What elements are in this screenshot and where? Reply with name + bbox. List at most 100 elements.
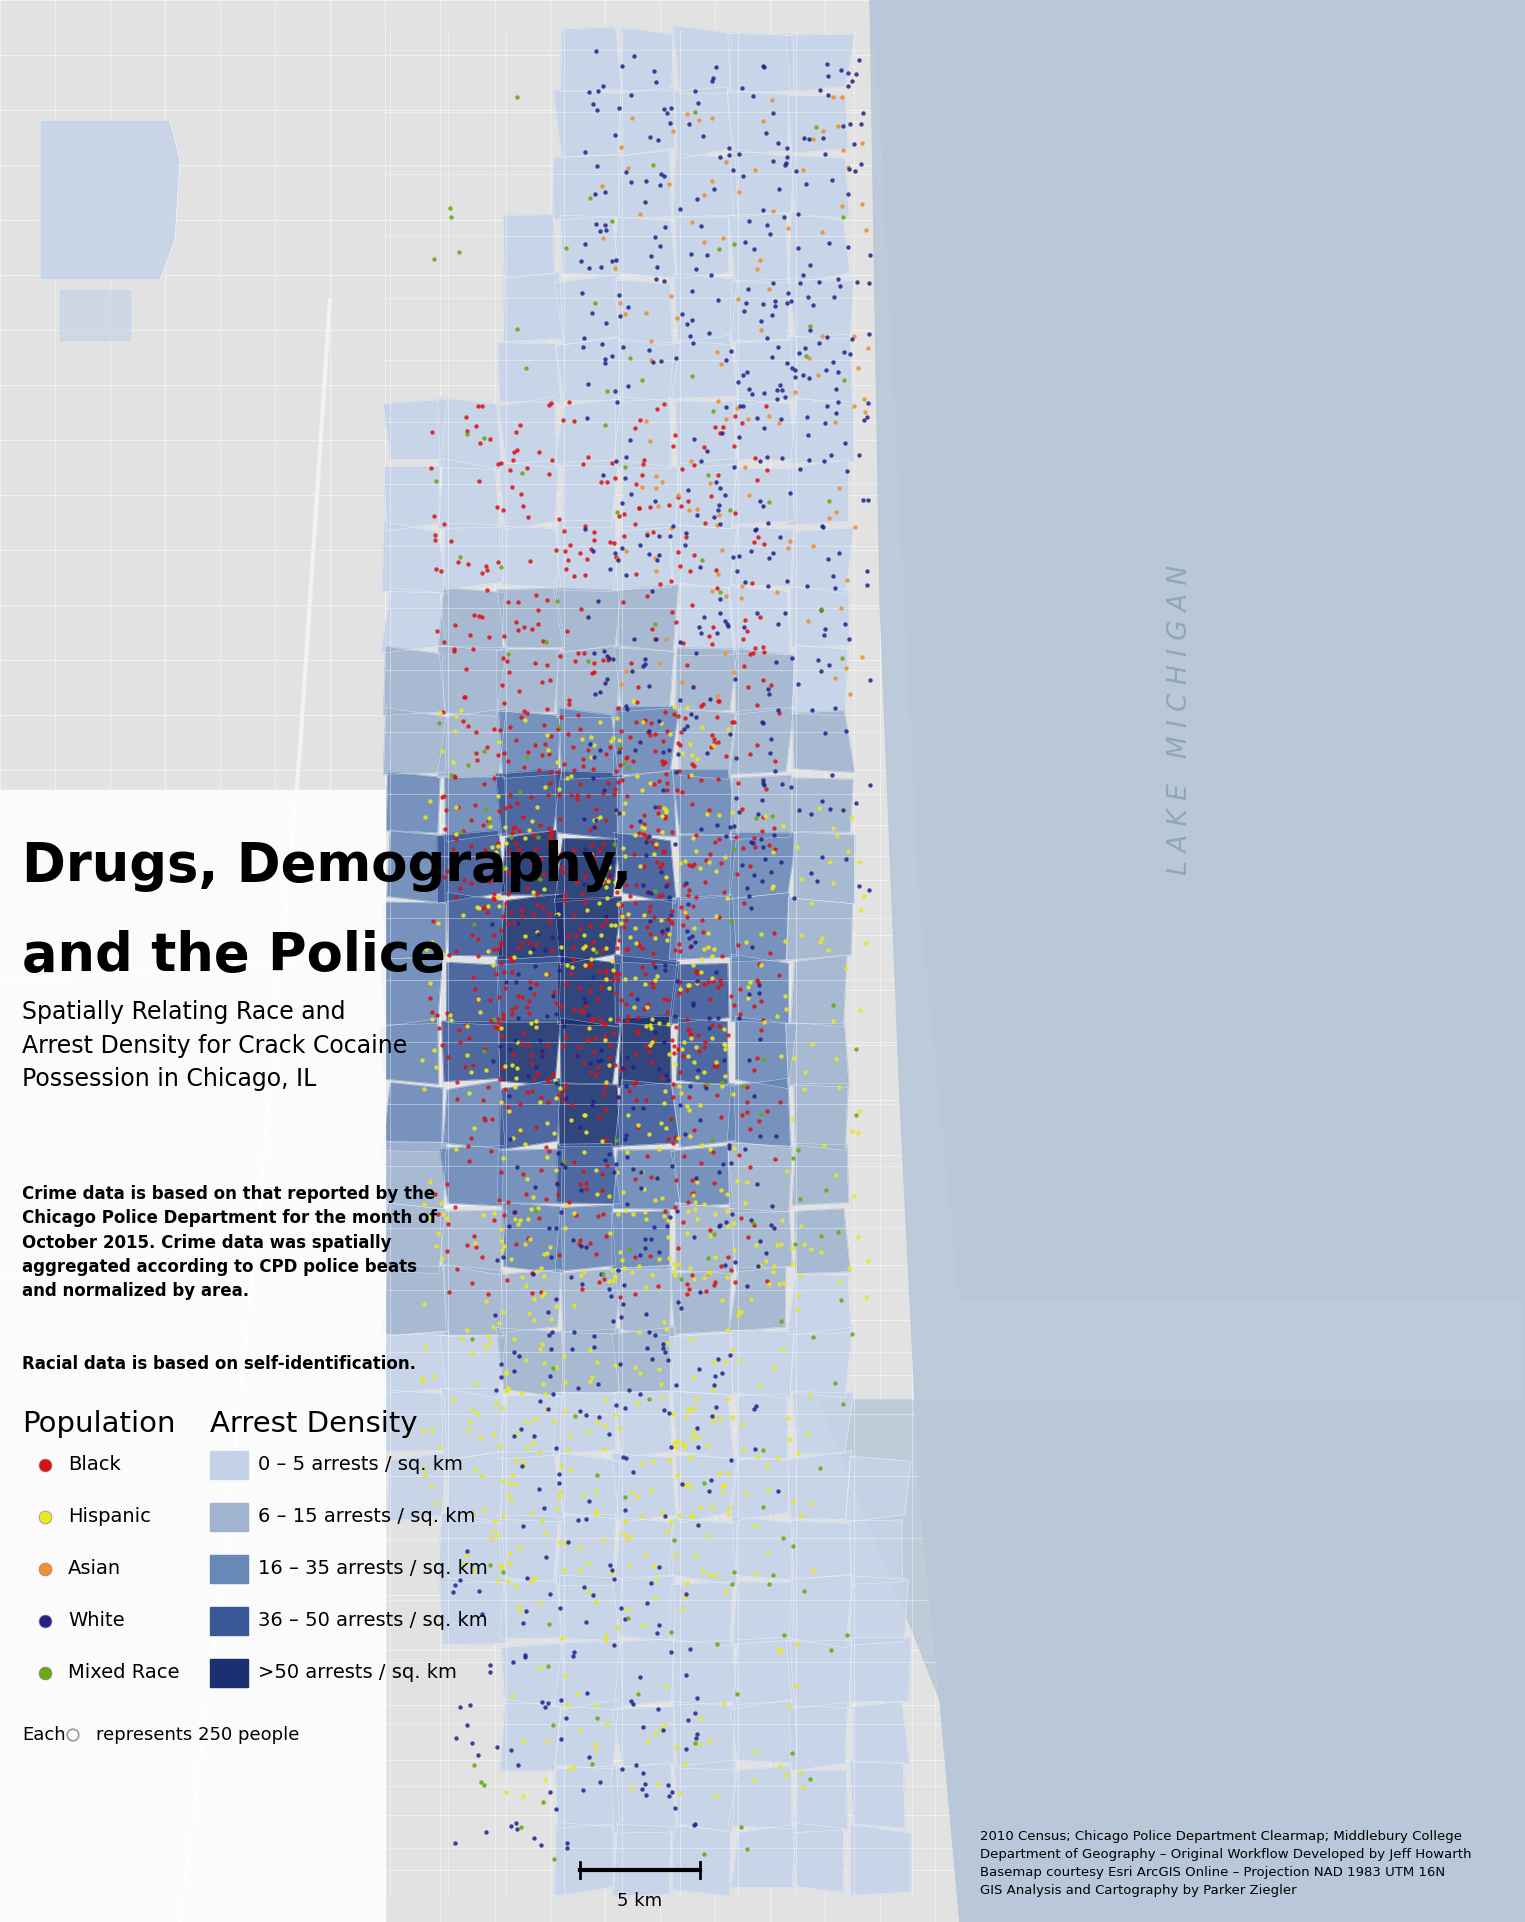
Point (770, 375, 795, 406)
Point (575, 930, 599, 961)
Point (650, 1368, 674, 1399)
Point (578, 838, 602, 869)
Point (630, 459, 654, 490)
Point (668, 1265, 692, 1295)
Point (549, 1451, 573, 1482)
Point (613, 559, 637, 590)
Point (547, 803, 572, 834)
Point (706, 284, 730, 315)
Point (732, 652, 756, 682)
Point (546, 1240, 570, 1270)
Point (724, 555, 749, 586)
Polygon shape (790, 1328, 852, 1397)
Point (668, 194, 692, 225)
Point (735, 1834, 759, 1864)
Point (566, 784, 590, 815)
Point (663, 1049, 688, 1080)
Point (808, 926, 833, 957)
Point (679, 932, 703, 963)
Polygon shape (554, 156, 621, 219)
Point (573, 1399, 598, 1430)
Point (682, 750, 706, 780)
Point (605, 1255, 630, 1286)
Point (419, 1003, 444, 1034)
Point (685, 1413, 709, 1443)
Point (500, 1049, 525, 1080)
Point (514, 1639, 538, 1670)
Polygon shape (669, 963, 729, 1024)
Point (659, 1616, 683, 1647)
Point (593, 215, 618, 246)
Point (680, 1424, 705, 1455)
Point (756, 542, 781, 573)
Point (615, 655, 639, 686)
Polygon shape (561, 1328, 619, 1393)
Point (528, 865, 552, 896)
Point (410, 1415, 435, 1445)
Point (830, 190, 854, 221)
Point (473, 1034, 497, 1065)
Point (714, 479, 738, 509)
Point (785, 1438, 810, 1468)
Point (444, 819, 468, 850)
Point (497, 1538, 522, 1568)
Point (673, 898, 697, 928)
Point (616, 292, 640, 323)
Point (515, 502, 540, 532)
Point (612, 1288, 636, 1318)
Point (720, 905, 744, 936)
Point (621, 1457, 645, 1488)
Point (856, 388, 880, 419)
Point (613, 298, 637, 329)
Point (583, 742, 607, 773)
Point (454, 1540, 479, 1570)
Point (654, 871, 679, 901)
Point (746, 1044, 770, 1074)
Point (813, 407, 837, 438)
Point (576, 369, 601, 400)
Point (674, 1468, 698, 1499)
Point (647, 792, 671, 823)
Point (700, 165, 724, 196)
Point (695, 917, 720, 948)
Point (711, 411, 735, 442)
Point (625, 1109, 650, 1140)
Point (660, 1024, 685, 1055)
Point (682, 1047, 706, 1078)
Point (755, 1096, 779, 1126)
Point (572, 930, 596, 961)
Point (616, 154, 640, 185)
Point (490, 1551, 514, 1582)
Point (741, 823, 766, 853)
Point (470, 1599, 494, 1630)
Point (535, 650, 560, 680)
Point (679, 1019, 703, 1049)
Point (520, 1428, 544, 1459)
Point (474, 794, 499, 825)
Point (622, 992, 647, 1023)
Point (444, 1722, 468, 1753)
Point (615, 780, 639, 811)
Point (554, 1395, 578, 1426)
Polygon shape (384, 901, 447, 959)
Point (570, 1269, 595, 1299)
Point (561, 1317, 586, 1347)
Point (744, 730, 769, 761)
Point (503, 1570, 528, 1601)
Point (624, 928, 648, 959)
Point (624, 707, 648, 738)
Point (502, 811, 526, 842)
Point (581, 842, 605, 873)
Point (607, 725, 631, 755)
Point (544, 1213, 569, 1244)
Point (709, 1071, 734, 1101)
Point (496, 1374, 520, 1405)
Point (526, 919, 551, 949)
Point (535, 1142, 560, 1172)
Point (708, 584, 732, 615)
Point (601, 1157, 625, 1188)
Point (593, 1122, 618, 1153)
Point (580, 1090, 604, 1121)
Point (622, 1351, 647, 1382)
Point (709, 1067, 734, 1097)
